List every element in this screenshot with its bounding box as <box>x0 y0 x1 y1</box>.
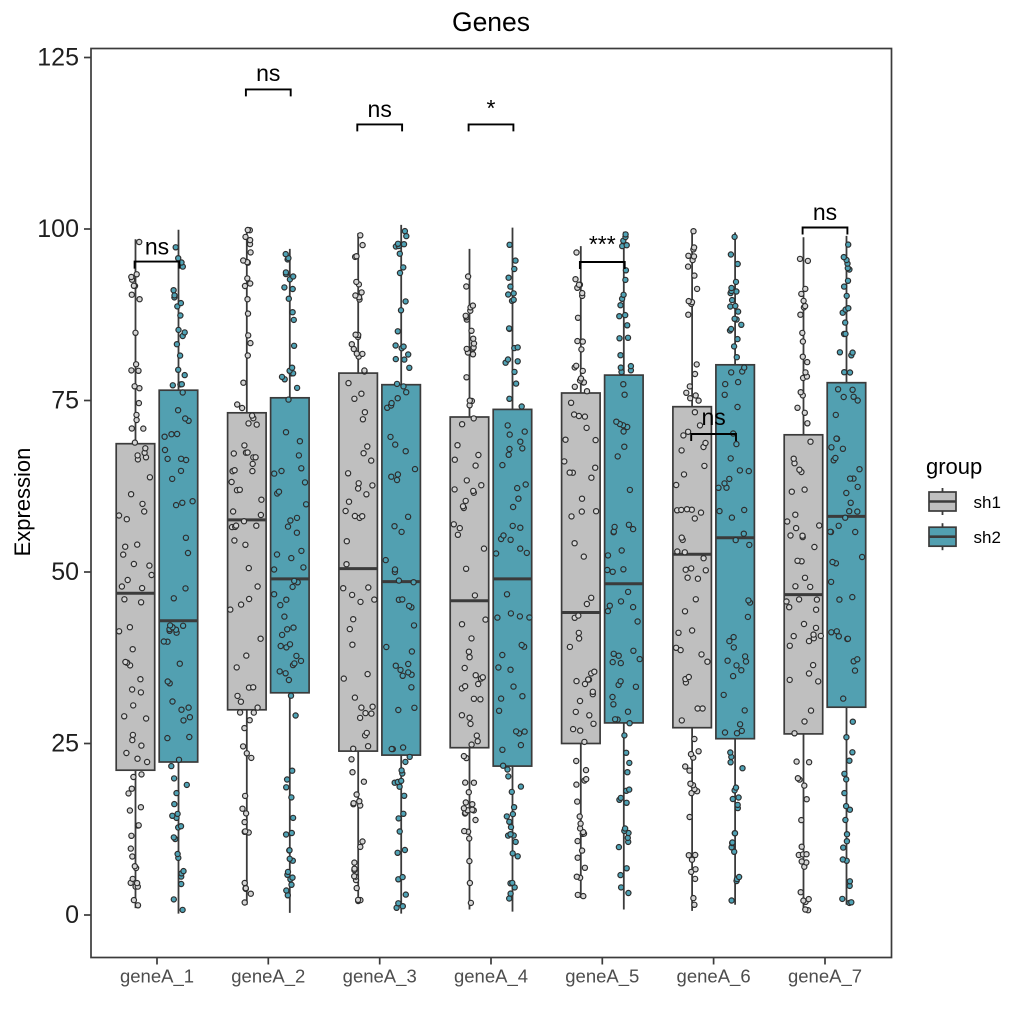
svg-text:125: 125 <box>37 44 79 72</box>
svg-text:Genes: Genes <box>452 7 530 37</box>
svg-text:sh1: sh1 <box>974 493 1001 512</box>
svg-text:100: 100 <box>37 215 79 243</box>
svg-text:0: 0 <box>65 901 79 929</box>
svg-text:*: * <box>487 95 496 121</box>
svg-text:***: *** <box>589 231 616 257</box>
svg-text:Expression: Expression <box>10 448 35 557</box>
svg-text:geneA_2: geneA_2 <box>231 966 305 988</box>
svg-text:sh2: sh2 <box>974 528 1001 547</box>
svg-text:group: group <box>926 454 982 479</box>
svg-text:50: 50 <box>51 558 79 586</box>
svg-text:ns: ns <box>368 96 392 122</box>
svg-text:geneA_7: geneA_7 <box>788 966 862 988</box>
svg-text:geneA_3: geneA_3 <box>343 966 417 988</box>
svg-text:ns: ns <box>256 60 280 86</box>
svg-text:ns: ns <box>145 234 169 260</box>
svg-text:ns: ns <box>701 404 725 430</box>
svg-text:geneA_1: geneA_1 <box>120 966 194 988</box>
svg-text:75: 75 <box>51 387 79 415</box>
svg-text:geneA_5: geneA_5 <box>565 966 639 988</box>
svg-text:ns: ns <box>813 199 837 225</box>
svg-text:geneA_6: geneA_6 <box>677 966 751 988</box>
svg-text:25: 25 <box>51 730 79 758</box>
svg-text:geneA_4: geneA_4 <box>454 966 528 988</box>
